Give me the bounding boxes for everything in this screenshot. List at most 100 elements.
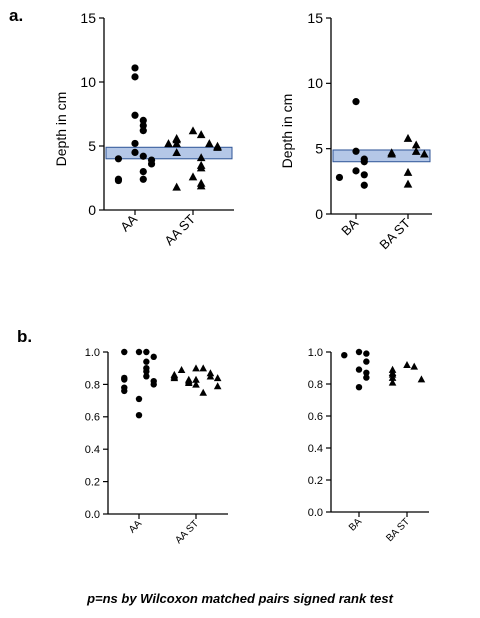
data-point-triangle [205,139,214,148]
chart-depth-aa: 0 5 10 15 AA AA ST Depth in cm [53,10,234,248]
data-point-circle [139,121,147,130]
data-point-triangle [184,378,193,387]
data-point-circle [143,348,150,356]
data-point-triangle [192,380,200,388]
data-point-circle [355,384,363,391]
data-point-triangle [388,373,397,381]
data-point-circle [135,411,143,419]
data-point-circle [131,139,139,148]
y-tick-label: 0.2 [85,476,100,488]
data-point-circle [341,352,348,359]
data-point-triangle [188,172,198,181]
data-point-circle [139,168,147,176]
data-point-triangle [192,364,200,372]
data-point-triangle [403,133,413,142]
data-point-circle [121,376,128,383]
x-category-label: BA [338,215,361,238]
x-category-label: AA ST [173,518,201,546]
x-category-label: AA [127,518,144,535]
x-category-label: AA [117,211,140,234]
data-point-triangle [172,139,181,148]
data-point-circle [335,173,344,182]
data-point-triangle [177,366,186,374]
data-point-circle [363,350,370,357]
data-point-circle [143,358,150,365]
data-point-triangle [188,126,198,135]
y-tick-label: 0.6 [308,411,323,423]
y-tick-label: 0.4 [308,443,323,455]
data-point-triangle [196,153,206,162]
data-point-triangle [403,179,413,188]
y-tick-label: 0 [88,202,96,218]
data-point-triangle [172,182,181,191]
data-point-triangle [417,375,426,383]
data-point-triangle [172,148,181,157]
data-point-circle [131,111,139,119]
data-point-circle [355,348,363,356]
data-point-circle [135,395,143,403]
data-point-circle [131,64,139,72]
y-tick-label: 0.6 [85,412,100,424]
data-point-triangle [410,362,419,370]
y-axis-title: Depth in cm [279,94,295,169]
data-point-triangle [411,146,421,155]
data-point-triangle [387,149,396,158]
y-tick-label: 0.0 [308,507,323,519]
y-tick-label: 10 [307,75,323,91]
data-point-circle [352,147,360,155]
y-tick-label: 0 [315,206,323,222]
data-point-triangle [411,140,421,149]
mean-band [105,146,233,160]
y-tick-label: 5 [315,141,323,157]
data-point-triangle [403,361,411,369]
data-point-circle [355,366,363,373]
data-point-triangle [213,374,222,382]
chart-depth-ba: 0 5 10 15 BA BA ST Depth in cm [279,10,432,252]
data-point-circle [143,373,150,380]
data-point-circle [150,353,157,361]
data-point-circle [360,171,368,179]
data-point-circle [363,374,370,381]
data-point-circle [131,148,139,156]
x-category-label: BA ST [384,516,412,544]
data-point-circle [139,127,147,135]
y-axis-title: Depth in cm [53,92,69,167]
data-point-circle [139,152,147,160]
data-point-circle [143,368,150,375]
data-point-circle [114,176,123,185]
data-point-circle [363,358,370,365]
data-point-triangle [196,163,206,172]
data-point-circle [121,387,128,395]
data-point-circle [360,158,368,166]
data-point-triangle [213,142,222,151]
data-point-triangle [192,375,200,383]
data-point-circle [135,348,143,356]
footnote-statistics: p=ns by Wilcoxon matched pairs signed ra… [87,591,393,606]
y-tick-label: 15 [307,10,323,26]
data-point-circle [121,348,128,356]
data-point-triangle [388,378,397,386]
data-point-triangle [199,388,208,396]
y-tick-label: 1.0 [308,347,323,359]
chart-ratio-aa: 0.0 0.2 0.4 0.6 0.8 1.0 AA AA ST [85,347,228,546]
x-category-label: BA ST [376,215,413,252]
data-point-circle [352,98,360,106]
chart-ratio-ba: 0.0 0.2 0.4 0.6 0.8 1.0 BA BA ST [308,347,429,544]
x-category-label: AA ST [161,211,198,248]
y-tick-label: 0.4 [85,444,100,456]
x-category-label: BA [347,516,364,533]
data-point-circle [139,175,147,183]
panel-label-b: b. [17,327,33,346]
data-point-circle [147,160,156,168]
data-point-circle [352,167,360,175]
y-tick-label: 0.2 [308,475,323,487]
y-tick-label: 1.0 [85,347,100,359]
data-point-circle [139,116,147,124]
y-tick-label: 5 [88,138,96,154]
data-point-circle [150,381,157,388]
y-tick-label: 0.8 [85,379,100,391]
data-point-circle [131,73,139,81]
y-tick-label: 0.0 [85,509,100,521]
data-point-triangle [164,139,173,148]
